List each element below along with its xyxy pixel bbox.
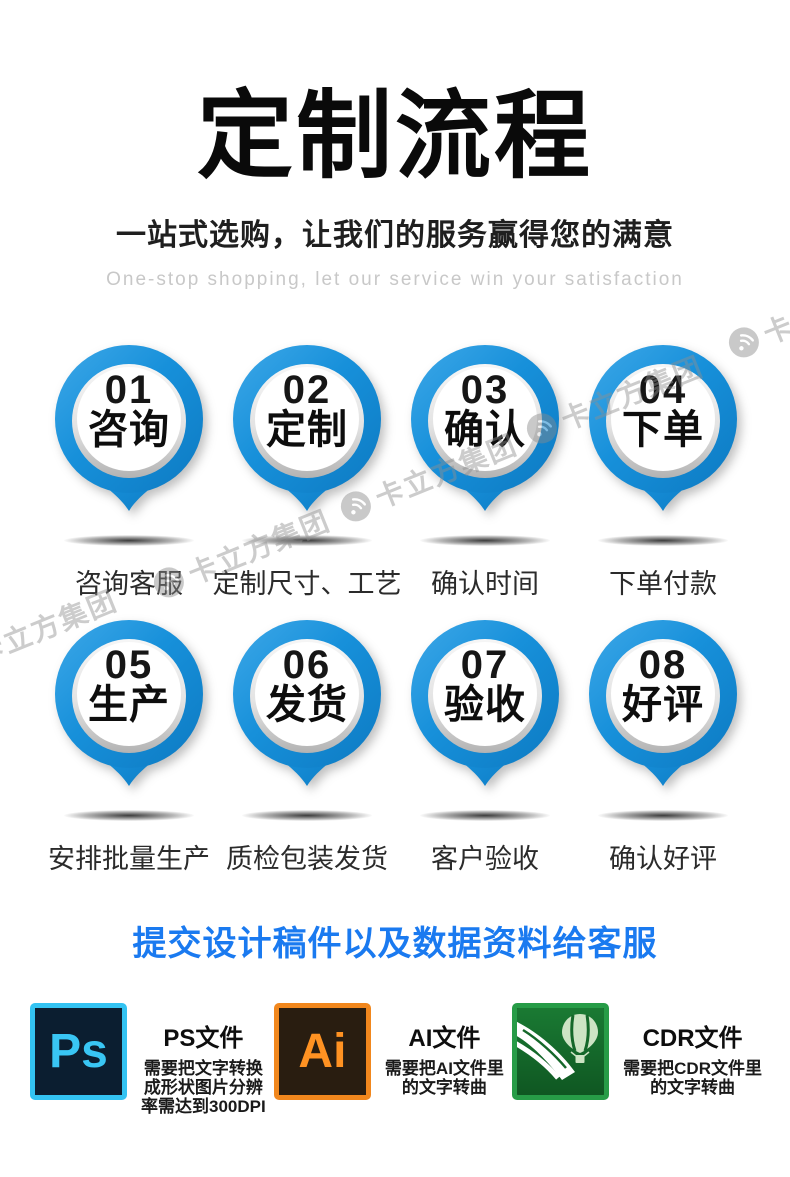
map-pin-icon: 06 发货 [233, 620, 381, 786]
desc-line: 的文字转曲 [650, 1078, 736, 1097]
file-format-ai: Ai AI文件 需要把AI文件里 的文字转曲 [273, 1003, 504, 1116]
step-label: 下单 [622, 408, 704, 452]
submit-files-note: 提交设计稿件以及数据资料给客服 [132, 925, 658, 963]
step-label: 发货 [266, 683, 348, 727]
step-caption: 下单付款 [609, 569, 717, 599]
pin-ground-shadow [420, 535, 550, 546]
coreldraw-balloon-pen-icon [517, 1008, 605, 1095]
file-format-description: 需要把CDR文件里 的文字转曲 [623, 1059, 762, 1097]
file-format-text: CDR文件 需要把CDR文件里 的文字转曲 [623, 1003, 762, 1097]
desc-line: 需要把CDR文件里 [623, 1059, 762, 1078]
map-pin-icon: 07 验收 [411, 620, 559, 786]
step-label: 咨询 [88, 408, 170, 452]
file-format-ps: Ps PS文件 需要把文字转换 成形状图片分辨 率需达到300DPI [30, 1003, 266, 1116]
step-consult: 01 咨询 咨询客服 [40, 345, 218, 601]
file-format-title: PS文件 [163, 1025, 244, 1052]
pin-ground-shadow [598, 810, 728, 821]
process-steps-row-2: 05 生产 安排批量生产 06 发货 质检包装发货 [40, 620, 752, 876]
step-caption: 确认时间 [431, 569, 539, 599]
step-number: 08 [639, 643, 688, 687]
step-number: 05 [105, 643, 154, 687]
step-production: 05 生产 安排批量生产 [40, 620, 218, 876]
photoshop-icon: Ps [30, 1003, 127, 1100]
pin-ground-shadow [242, 810, 372, 821]
step-number: 03 [461, 368, 510, 412]
photoshop-icon-letters: Ps [49, 1024, 108, 1078]
process-steps-row-1: 01 咨询 咨询客服 02 定制 定制尺寸、工艺 [40, 345, 752, 601]
pin-ground-shadow [242, 535, 372, 546]
desc-line: 率需达到300DPI [141, 1097, 266, 1116]
page-subtitle: 一站式选购，让我们的服务赢得您的满意 [116, 218, 674, 252]
desc-line: 需要把文字转换 [143, 1059, 263, 1078]
step-label: 确认 [444, 408, 526, 452]
step-caption: 质检包装发货 [226, 844, 388, 874]
file-formats-section: Ps PS文件 需要把文字转换 成形状图片分辨 率需达到300DPI Ai AI… [30, 1003, 762, 1116]
desc-line: 的文字转曲 [401, 1078, 487, 1097]
step-customize: 02 定制 定制尺寸、工艺 [213, 345, 402, 601]
pin-ground-shadow [420, 810, 550, 821]
step-caption: 定制尺寸、工艺 [212, 569, 402, 599]
step-shipping: 06 发货 质检包装发货 [218, 620, 396, 876]
page-subtitle-english: One-stop shopping, let our service win y… [106, 268, 684, 290]
step-caption: 确认好评 [609, 844, 717, 874]
page-title: 定制流程 [197, 83, 593, 190]
step-order: 04 下单 下单付款 [574, 345, 752, 601]
step-caption: 咨询客服 [75, 569, 183, 599]
step-caption: 安排批量生产 [48, 844, 210, 874]
pin-ground-shadow [64, 535, 194, 546]
step-review: 08 好评 确认好评 [574, 620, 752, 876]
file-format-text: PS文件 需要把文字转换 成形状图片分辨 率需达到300DPI [141, 1003, 266, 1116]
step-number: 06 [283, 643, 332, 687]
step-label: 好评 [621, 683, 704, 727]
step-number: 04 [639, 368, 688, 412]
step-number: 07 [461, 643, 510, 687]
step-number: 02 [283, 368, 332, 412]
map-pin-icon: 04 下单 [589, 345, 737, 511]
step-acceptance: 07 验收 客户验收 [396, 620, 574, 876]
step-number: 01 [105, 368, 154, 412]
step-caption: 客户验收 [431, 844, 539, 874]
file-format-title: AI文件 [408, 1025, 481, 1052]
hero-section: 定制流程 一站式选购，让我们的服务赢得您的满意 One-stop shoppin… [0, 84, 790, 291]
file-format-title: CDR文件 [642, 1025, 743, 1052]
illustrator-icon-letters: Ai [298, 1024, 347, 1078]
pin-ground-shadow [598, 535, 728, 546]
file-format-description: 需要把AI文件里 的文字转曲 [385, 1059, 504, 1097]
file-format-text: AI文件 需要把AI文件里 的文字转曲 [385, 1003, 504, 1097]
map-pin-icon: 03 确认 [411, 345, 559, 511]
coreldraw-icon [512, 1003, 610, 1100]
step-label: 定制 [266, 408, 348, 452]
file-format-cdr: CDR文件 需要把CDR文件里 的文字转曲 [512, 1003, 762, 1116]
desc-line: 需要把AI文件里 [384, 1059, 504, 1078]
file-format-description: 需要把文字转换 成形状图片分辨 率需达到300DPI [141, 1059, 266, 1116]
map-pin-icon: 08 好评 [589, 620, 737, 786]
map-pin-icon: 01 咨询 [55, 345, 203, 511]
desc-line: 成形状图片分辨 [143, 1078, 263, 1097]
map-pin-icon: 02 定制 [233, 345, 381, 511]
illustrator-icon: Ai [273, 1003, 371, 1100]
step-confirm: 03 确认 确认时间 [396, 345, 574, 601]
map-pin-icon: 05 生产 [55, 620, 203, 786]
step-label: 验收 [444, 683, 526, 727]
step-label: 生产 [88, 683, 170, 727]
pin-ground-shadow [64, 810, 194, 821]
